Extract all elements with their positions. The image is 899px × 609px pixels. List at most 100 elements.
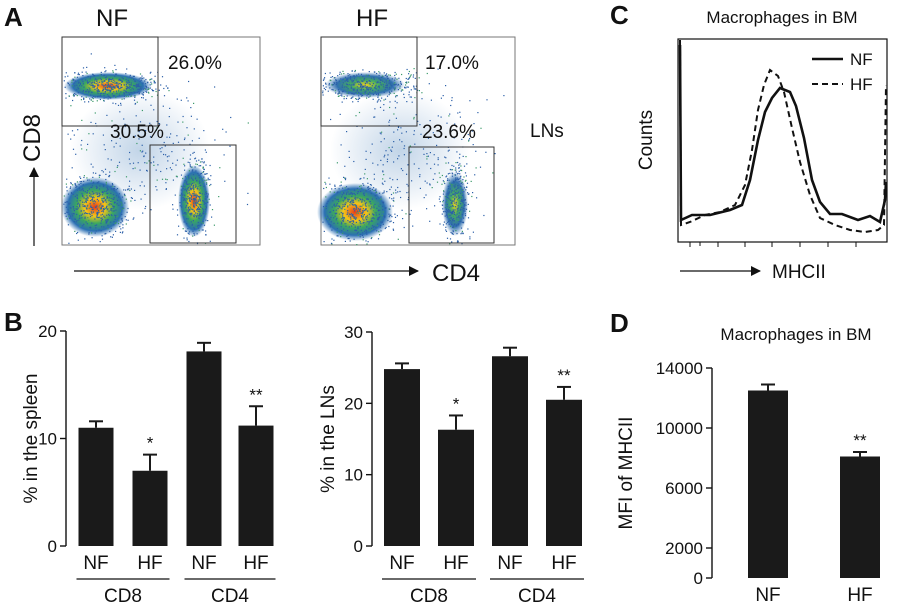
event-dot <box>214 86 216 88</box>
event-dot <box>63 195 65 197</box>
event-dot <box>200 206 202 208</box>
event-dot <box>388 216 390 218</box>
event-dot <box>166 179 168 181</box>
event-dot <box>340 220 342 222</box>
event-dot <box>106 85 108 87</box>
event-dot <box>447 199 449 201</box>
event-dot <box>458 202 460 204</box>
event-dot <box>363 184 365 186</box>
event-dot <box>437 115 439 117</box>
event-dot <box>350 79 352 81</box>
event-dot <box>334 90 336 92</box>
event-dot <box>92 98 94 100</box>
event-dot <box>190 177 193 179</box>
event-dot <box>163 153 165 156</box>
event-dot <box>362 88 365 91</box>
event-dot <box>188 198 190 200</box>
event-dot <box>379 199 381 201</box>
event-dot <box>76 194 78 196</box>
event-dot <box>372 83 374 85</box>
event-dot <box>192 201 195 203</box>
event-dot <box>342 82 344 84</box>
event-dot <box>463 210 465 212</box>
event-dot <box>369 201 371 203</box>
event-dot <box>183 186 185 188</box>
event-dot <box>116 204 118 206</box>
event-dot <box>370 87 373 89</box>
event-dot <box>360 88 363 90</box>
event-dot <box>91 186 93 188</box>
event-dot <box>383 156 385 158</box>
event-dot <box>347 78 349 80</box>
event-dot <box>365 193 367 195</box>
event-dot <box>163 95 166 97</box>
event-dot <box>191 140 193 142</box>
event-dot <box>328 84 330 86</box>
event-dot <box>445 204 447 206</box>
event-dot <box>125 90 127 92</box>
event-dot <box>336 162 338 164</box>
event-dot <box>333 83 336 85</box>
event-dot <box>82 91 84 93</box>
event-dot <box>108 89 110 91</box>
event-dot <box>346 131 348 133</box>
event-dot <box>120 104 122 106</box>
event-dot <box>134 189 136 191</box>
event-dot <box>426 72 428 75</box>
event-dot <box>464 213 466 215</box>
event-dot <box>347 220 349 222</box>
y-tick-label: 10000 <box>656 419 703 438</box>
event-dot <box>467 228 469 230</box>
event-dot <box>96 193 98 195</box>
event-dot <box>106 196 108 198</box>
event-dot <box>89 88 91 90</box>
event-dot <box>467 217 470 219</box>
event-dot <box>107 158 109 160</box>
event-dot <box>193 234 196 236</box>
event-dot <box>199 214 201 216</box>
event-dot <box>81 148 83 150</box>
event-dot <box>399 87 401 89</box>
event-dot <box>441 213 443 215</box>
event-dot <box>105 97 107 99</box>
event-dot <box>74 80 76 82</box>
event-dot <box>413 118 415 120</box>
event-dot <box>188 231 191 233</box>
event-dot <box>219 167 221 169</box>
event-dot <box>202 229 204 231</box>
event-dot <box>457 205 459 207</box>
event-dot <box>374 91 376 93</box>
event-dot <box>331 229 333 231</box>
event-dot <box>380 225 382 227</box>
event-dot <box>100 203 102 205</box>
event-dot <box>322 79 325 81</box>
event-dot <box>202 221 204 223</box>
event-dot <box>113 224 115 226</box>
event-dot <box>375 188 377 190</box>
event-dot <box>348 150 350 152</box>
event-dot <box>76 95 78 97</box>
event-dot <box>68 203 70 205</box>
event-dot <box>125 85 127 87</box>
event-dot <box>471 130 473 132</box>
event-dot <box>79 200 81 202</box>
hf-scatter-background <box>330 90 470 210</box>
event-dot <box>101 219 103 221</box>
event-dot <box>187 186 189 189</box>
event-dot <box>77 202 79 204</box>
event-dot <box>365 209 367 211</box>
event-dot <box>410 74 412 76</box>
event-dot <box>381 83 383 85</box>
event-dot <box>107 94 109 96</box>
event-dot <box>91 79 93 81</box>
event-dot <box>95 185 97 187</box>
event-dot <box>458 181 460 183</box>
event-dot <box>426 155 428 158</box>
event-dot <box>112 194 115 196</box>
event-dot <box>390 214 392 216</box>
event-dot <box>439 131 441 133</box>
event-dot <box>341 93 343 95</box>
event-dot <box>447 150 449 152</box>
event-dot <box>393 131 395 133</box>
event-dot <box>355 204 357 206</box>
